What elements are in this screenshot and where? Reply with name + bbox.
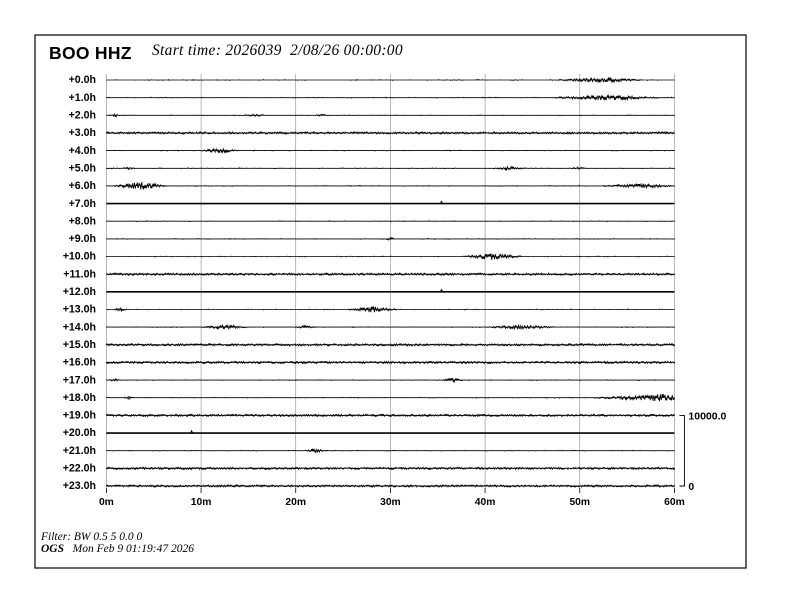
- svg-text:+18.0h: +18.0h: [63, 392, 96, 404]
- svg-text:+9.0h: +9.0h: [69, 233, 96, 245]
- svg-text:+7.0h: +7.0h: [69, 198, 96, 210]
- svg-text:30m: 30m: [380, 497, 401, 508]
- svg-text:+3.0h: +3.0h: [69, 127, 96, 139]
- svg-text:+0.0h: +0.0h: [69, 74, 96, 86]
- svg-text:+20.0h: +20.0h: [63, 427, 96, 439]
- svg-text:0: 0: [688, 481, 694, 493]
- svg-text:+21.0h: +21.0h: [63, 445, 96, 457]
- svg-text:50m: 50m: [569, 497, 590, 508]
- svg-text:+12.0h: +12.0h: [63, 286, 96, 298]
- svg-text:+2.0h: +2.0h: [69, 110, 96, 122]
- svg-text:+5.0h: +5.0h: [69, 162, 96, 174]
- svg-text:+16.0h: +16.0h: [63, 357, 96, 369]
- svg-text:10m: 10m: [191, 497, 212, 508]
- svg-text:+6.0h: +6.0h: [69, 180, 96, 192]
- svg-text:40m: 40m: [475, 497, 496, 508]
- svg-text:0m: 0m: [99, 497, 114, 508]
- svg-text:+19.0h: +19.0h: [63, 410, 96, 422]
- svg-text:+15.0h: +15.0h: [63, 339, 96, 351]
- svg-text:+13.0h: +13.0h: [63, 304, 96, 316]
- svg-text:+23.0h: +23.0h: [63, 480, 96, 492]
- svg-text:+1.0h: +1.0h: [69, 92, 96, 104]
- svg-text:+4.0h: +4.0h: [69, 145, 96, 157]
- svg-text:+14.0h: +14.0h: [63, 321, 96, 333]
- svg-text:+10.0h: +10.0h: [63, 251, 96, 263]
- svg-text:+8.0h: +8.0h: [69, 215, 96, 227]
- svg-text:+11.0h: +11.0h: [63, 268, 96, 280]
- svg-text:60m: 60m: [664, 497, 685, 508]
- svg-text:20m: 20m: [285, 497, 306, 508]
- svg-text:+17.0h: +17.0h: [63, 374, 96, 386]
- svg-text:10000.0: 10000.0: [688, 410, 726, 422]
- svg-text:+22.0h: +22.0h: [63, 463, 96, 475]
